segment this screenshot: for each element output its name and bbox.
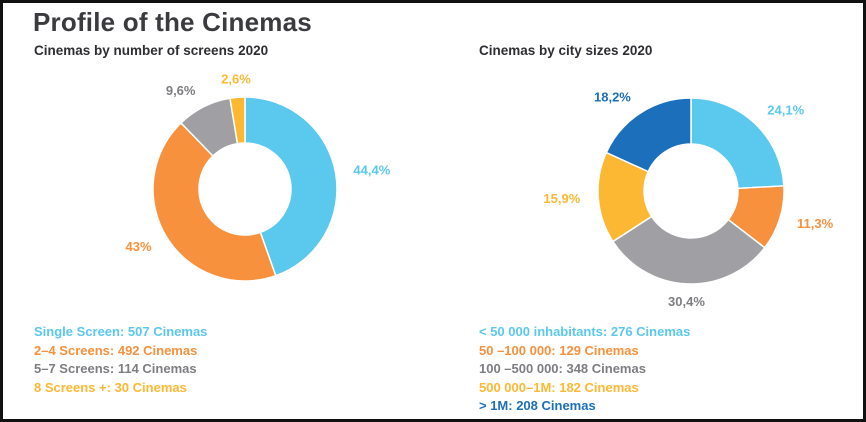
donut-slice-2-4-screens	[152, 121, 277, 282]
chart-title-city-sizes: Cinemas by city sizes 2020	[479, 43, 653, 58]
legend-item-single-screen: Single Screen: 507 Cinemas	[34, 324, 208, 339]
slice-label-single-screen: 44,4%	[353, 162, 390, 177]
donut-chart-city-sizes: 24,1% 11,3% 30,4% 15,9% 18,2%	[543, 90, 834, 309]
slice-label-8-screens: 2,6%	[221, 71, 251, 86]
legend-item-8-screens: 8 Screens +: 30 Cinemas	[34, 379, 187, 395]
legend-item-500-000-1m: 500 000–1M: 182 Cinemas	[479, 379, 639, 395]
slice-label-50-000-inhabitants: 24,1%	[767, 102, 804, 117]
legend-item-1m: > 1M: 208 Cinemas	[479, 398, 596, 413]
donut-slice-single-screen	[244, 96, 338, 277]
legend-item-5-7-screens: 5–7 Screens: 114 Cinemas	[34, 361, 197, 376]
chart-title-screens: Cinemas by number of screens 2020	[34, 43, 269, 58]
legend-item-100-500-000: 100 –500 000: 348 Cinemas	[479, 361, 646, 376]
page-title: Profile of the Cinemas	[33, 7, 312, 37]
legend-screens: Single Screen: 507 Cinemas 2–4 Screens: 4…	[34, 323, 207, 397]
slice-label-50-100-000: 11,3%	[797, 216, 834, 231]
slice-label-100-500-000: 30,4%	[668, 294, 705, 309]
donut-chart-screens: 44,4% 43% 9,6% 2,6%	[125, 71, 391, 282]
legend-city-sizes: < 50 000 inhabitants: 276 Cinemas 50 –100…	[479, 323, 690, 416]
legend-item-2-4-screens: 2–4 Screens: 492 Cinemas	[34, 342, 198, 358]
slice-label-500-000-1m: 15,9%	[543, 191, 580, 206]
slice-label-2-4-screens: 43%	[125, 239, 151, 254]
donut-slice-100-500-000	[611, 215, 766, 285]
legend-item-50-100-000: 50 –100 000: 129 Cinemas	[479, 342, 639, 358]
legend-item-50-000-inhabitants: < 50 000 inhabitants: 276 Cinemas	[479, 324, 691, 339]
slice-label-1m: 18,2%	[594, 90, 631, 105]
donut-slice-50-000-inhabitants	[690, 97, 785, 190]
donut-slice-8-screens	[229, 96, 246, 145]
slice-label-5-7-screens: 9,6%	[166, 83, 196, 98]
donut-slice-1m	[605, 97, 692, 173]
